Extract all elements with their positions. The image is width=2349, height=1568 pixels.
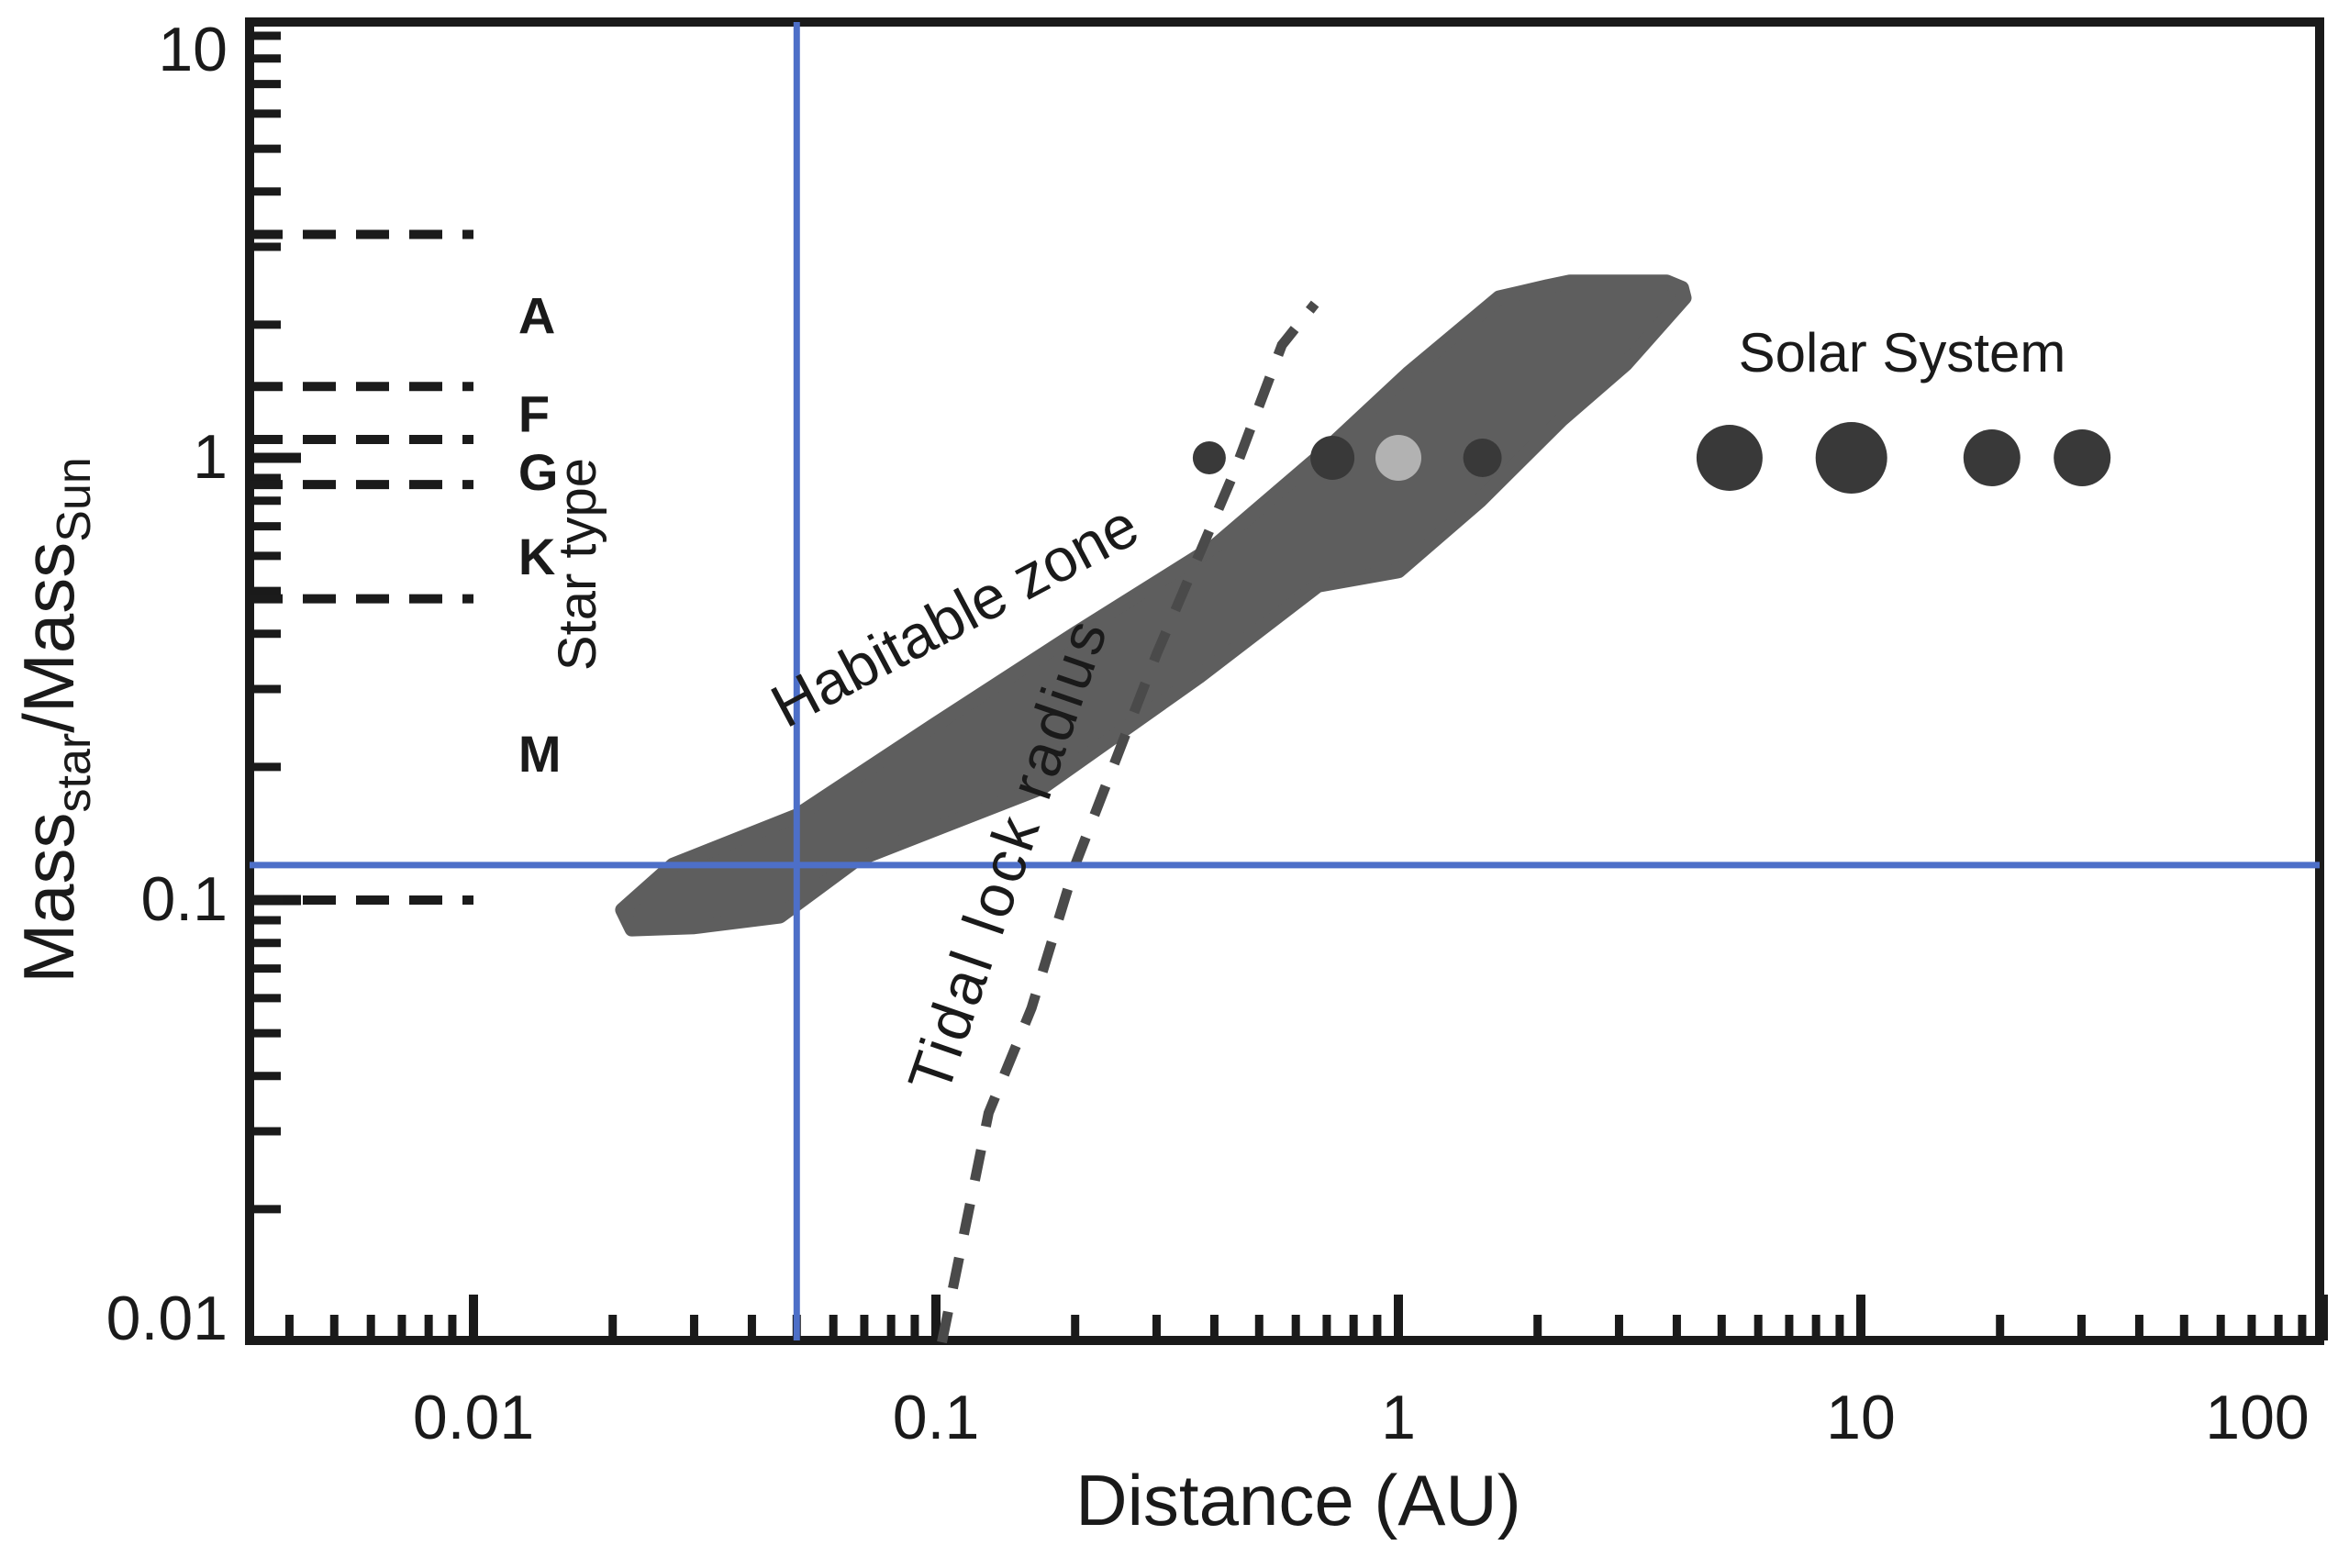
x-tick-label: 100 (2205, 1383, 2309, 1452)
planet-dot-mercury (1192, 441, 1226, 474)
crosshair-layer (250, 22, 2320, 1340)
planet-dot-neptune (2054, 429, 2111, 486)
x-tick-label: 0.1 (893, 1383, 980, 1452)
axes-frame-layer (245, 17, 2324, 1345)
star-type-letter: G (518, 443, 559, 501)
y-tick-label: 0.1 (140, 864, 228, 934)
star-type-letter: F (518, 385, 550, 443)
star-type-letter: M (518, 725, 562, 783)
x-axis-title: Distance (AU) (1075, 1460, 1520, 1540)
planet-dot-venus (1310, 436, 1355, 480)
planet-dot-jupiter (1696, 425, 1763, 491)
star-type-axis-label: Star type (548, 458, 607, 671)
star-type-letter: A (518, 287, 555, 345)
solar-system-layer (1192, 422, 2111, 494)
tidal-lock-line (937, 300, 1319, 1344)
axis-ticks-layer (250, 31, 2328, 1340)
star-type-letter: K (518, 528, 555, 585)
planet-dot-mars (1463, 439, 1502, 477)
axis-tick-labels-layer: 0.01 0.1 1 10 100 0.01 0.1 1 10 (106, 15, 2310, 1452)
habitable-zone-band-layer (615, 274, 1692, 937)
planet-dot-saturn (1815, 422, 1887, 494)
habitable-zone-band (615, 274, 1692, 937)
plot-frame (245, 17, 2324, 1345)
axis-titles-layer: Distance (AU) Massstar/MassSun (8, 457, 1521, 1540)
solar-system-label: Solar System (1739, 322, 2066, 384)
x-tick-label: 10 (1826, 1383, 1896, 1452)
y-tick-label: 10 (158, 15, 228, 84)
tidal-lock-layer (937, 300, 1319, 1344)
y-axis-title: Massstar/MassSun (8, 457, 101, 984)
y-tick-label: 0.01 (106, 1284, 228, 1353)
planet-dot-earth (1375, 435, 1421, 481)
planet-dot-uranus (1963, 429, 2021, 486)
x-tick-label: 0.01 (413, 1383, 534, 1452)
y-tick-label: 1 (193, 422, 228, 492)
x-tick-label: 1 (1381, 1383, 1416, 1452)
